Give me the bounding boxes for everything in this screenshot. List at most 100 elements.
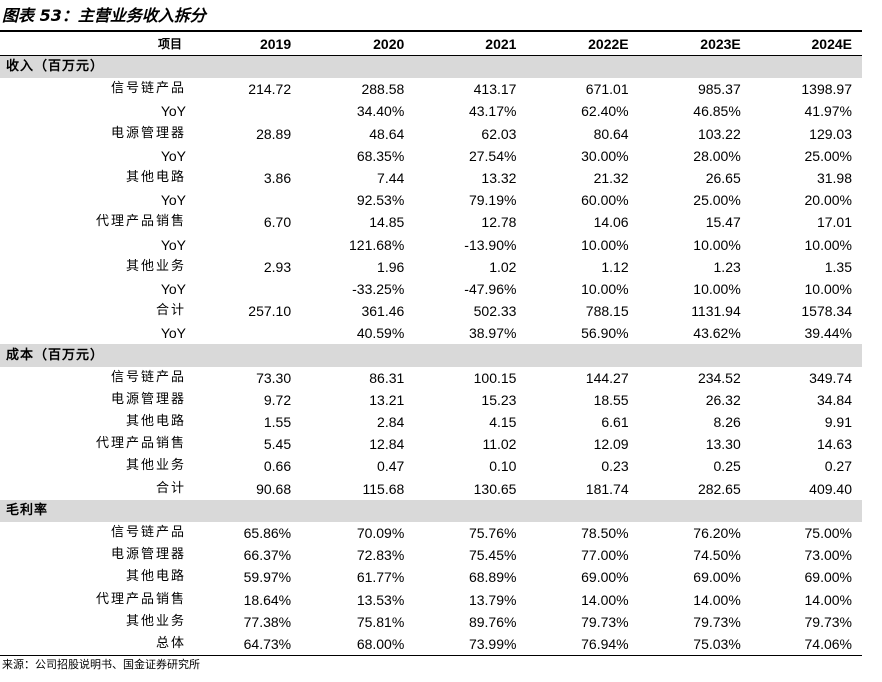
title-divider <box>0 30 862 32</box>
value-cell: 28.89 <box>256 125 292 142</box>
value-cell: 25.00% <box>693 192 741 209</box>
value-cell: 985.37 <box>697 81 741 98</box>
value-cell: 77.00% <box>581 547 629 564</box>
value-cell: 76.20% <box>693 525 741 542</box>
table-row: 电源管理器 28.89 48.64 62.03 80.64 103.22 129.03 <box>0 123 862 145</box>
value-cell: 288.58 <box>361 81 405 98</box>
value-cell: 1.55 <box>263 414 292 431</box>
value-cell: -33.25% <box>352 280 405 297</box>
value-cell: 1.35 <box>824 258 852 275</box>
value-cell <box>192 189 301 211</box>
value-cell: 349.74 <box>809 369 852 386</box>
value-cell: 80.64 <box>593 125 629 142</box>
value-cell: 92.53% <box>356 192 405 209</box>
value-cell: 11.02 <box>482 436 517 453</box>
table-row: YoY 121.68% -13.90% 10.00% 10.00% 10.00% <box>0 234 862 256</box>
table-row: 其他业务 2.93 1.96 1.02 1.12 1.23 1.35 <box>0 256 862 278</box>
value-cell: 234.52 <box>697 369 741 386</box>
value-cell: 20.00% <box>804 192 852 209</box>
row-label: YoY <box>160 103 186 120</box>
value-cell <box>192 322 301 344</box>
row-label: 其他电路 <box>125 414 186 430</box>
value-cell: 75.03% <box>638 632 751 657</box>
value-cell: 788.15 <box>585 303 629 320</box>
value-cell: 75.76% <box>468 525 517 542</box>
table-row: YoY -33.25% -47.96% 10.00% 10.00% 10.00% <box>0 278 862 300</box>
value-cell: 69.00% <box>804 569 852 586</box>
row-label: 其他业务 <box>125 258 186 274</box>
value-cell: 1.02 <box>489 258 517 275</box>
value-cell: 361.46 <box>361 303 405 320</box>
value-cell: 1131.94 <box>691 303 741 320</box>
value-cell: 6.61 <box>601 414 629 431</box>
row-label: 合计 <box>155 480 186 496</box>
value-cell: -47.96% <box>464 280 517 297</box>
row-label: 其他电路 <box>125 569 186 585</box>
value-cell: 257.10 <box>248 303 292 320</box>
value-cell: 13.32 <box>481 170 517 187</box>
value-cell: 15.47 <box>705 214 741 231</box>
table-row: 信号链产品 214.72 288.58 413.17 671.01 985.37 1398.… <box>0 78 862 100</box>
row-label: 信号链产品 <box>110 369 186 385</box>
value-cell: 43.17% <box>468 103 517 120</box>
row-label: 总体 <box>0 632 192 657</box>
value-cell: 3.86 <box>263 170 292 187</box>
value-cell: 115.68 <box>362 480 405 497</box>
value-cell: 10.00% <box>804 280 852 297</box>
table-row: YoY 34.40% 43.17% 62.40% 46.85% 41.97% <box>0 100 862 122</box>
header-item: 项目 <box>0 32 192 56</box>
value-cell: 89.76% <box>468 613 517 630</box>
value-cell: 1.96 <box>377 258 405 275</box>
table-row: 合计 90.68 115.68 130.65 181.74 282.65 409.40 <box>0 478 862 500</box>
section-title: 毛利率 <box>0 499 862 522</box>
value-cell: 10.00% <box>581 280 629 297</box>
row-label: YoY <box>160 280 186 297</box>
table-row: 其他电路 1.55 2.84 4.15 6.61 8.26 9.91 <box>0 411 862 433</box>
value-cell: 100.15 <box>473 369 517 386</box>
row-label: 信号链产品 <box>110 81 186 97</box>
value-cell: 31.98 <box>816 170 852 187</box>
value-cell: 12.78 <box>481 214 517 231</box>
header-year: 2023E <box>638 32 751 56</box>
value-cell: 69.00% <box>693 569 741 586</box>
value-cell: 74.06% <box>750 632 862 657</box>
value-cell: 1398.97 <box>801 81 852 98</box>
value-cell <box>192 100 301 122</box>
value-cell: 59.97% <box>243 569 292 586</box>
value-cell: 14.06 <box>593 214 629 231</box>
figure-title: 图表 53：主营业务收入拆分 <box>2 6 206 25</box>
value-cell: 62.03 <box>481 125 517 142</box>
table-row: 合计 257.10 361.46 502.33 788.15 1131.94 1578.34 <box>0 300 862 322</box>
value-cell: 14.85 <box>369 214 405 231</box>
value-cell: 9.91 <box>824 414 852 431</box>
header-year: 2019 <box>192 32 302 56</box>
value-cell <box>192 278 301 300</box>
value-cell: 282.65 <box>697 480 741 497</box>
row-label: YoY <box>160 325 186 342</box>
value-cell: 75.45% <box>468 547 517 564</box>
value-cell: 76.94% <box>526 632 639 657</box>
value-cell: 6.70 <box>263 214 292 231</box>
value-cell: 409.40 <box>809 480 852 497</box>
header-year: 2024E <box>750 32 862 56</box>
value-cell: 0.27 <box>824 458 852 475</box>
value-cell: 13.79% <box>468 591 517 608</box>
value-cell: 10.00% <box>693 280 741 297</box>
table-row: 代理产品销售 5.45 12.84 11.02 12.09 13.30 14.63 <box>0 433 862 455</box>
value-cell: 1.23 <box>713 258 741 275</box>
value-cell: 129.03 <box>809 125 852 142</box>
value-cell: 21.32 <box>593 170 629 187</box>
value-cell: 12.84 <box>369 436 405 453</box>
header-year: 2020 <box>301 32 415 56</box>
value-cell: 0.10 <box>489 458 517 475</box>
table-row: YoY 40.59% 38.97% 56.90% 43.62% 39.44% <box>0 322 862 344</box>
value-cell: 413.17 <box>473 81 517 98</box>
value-cell: 121.68% <box>349 236 405 253</box>
value-cell: 69.00% <box>581 569 629 586</box>
value-cell: 17.01 <box>816 214 852 231</box>
value-cell: 0.66 <box>263 458 292 475</box>
table-row: 代理产品销售 6.70 14.85 12.78 14.06 15.47 17.01 <box>0 211 862 233</box>
row-label: YoY <box>160 147 186 164</box>
table-row: 电源管理器 66.37% 72.83% 75.45% 77.00% 74.50% 73.00… <box>0 544 862 566</box>
value-cell: 5.45 <box>263 436 292 453</box>
